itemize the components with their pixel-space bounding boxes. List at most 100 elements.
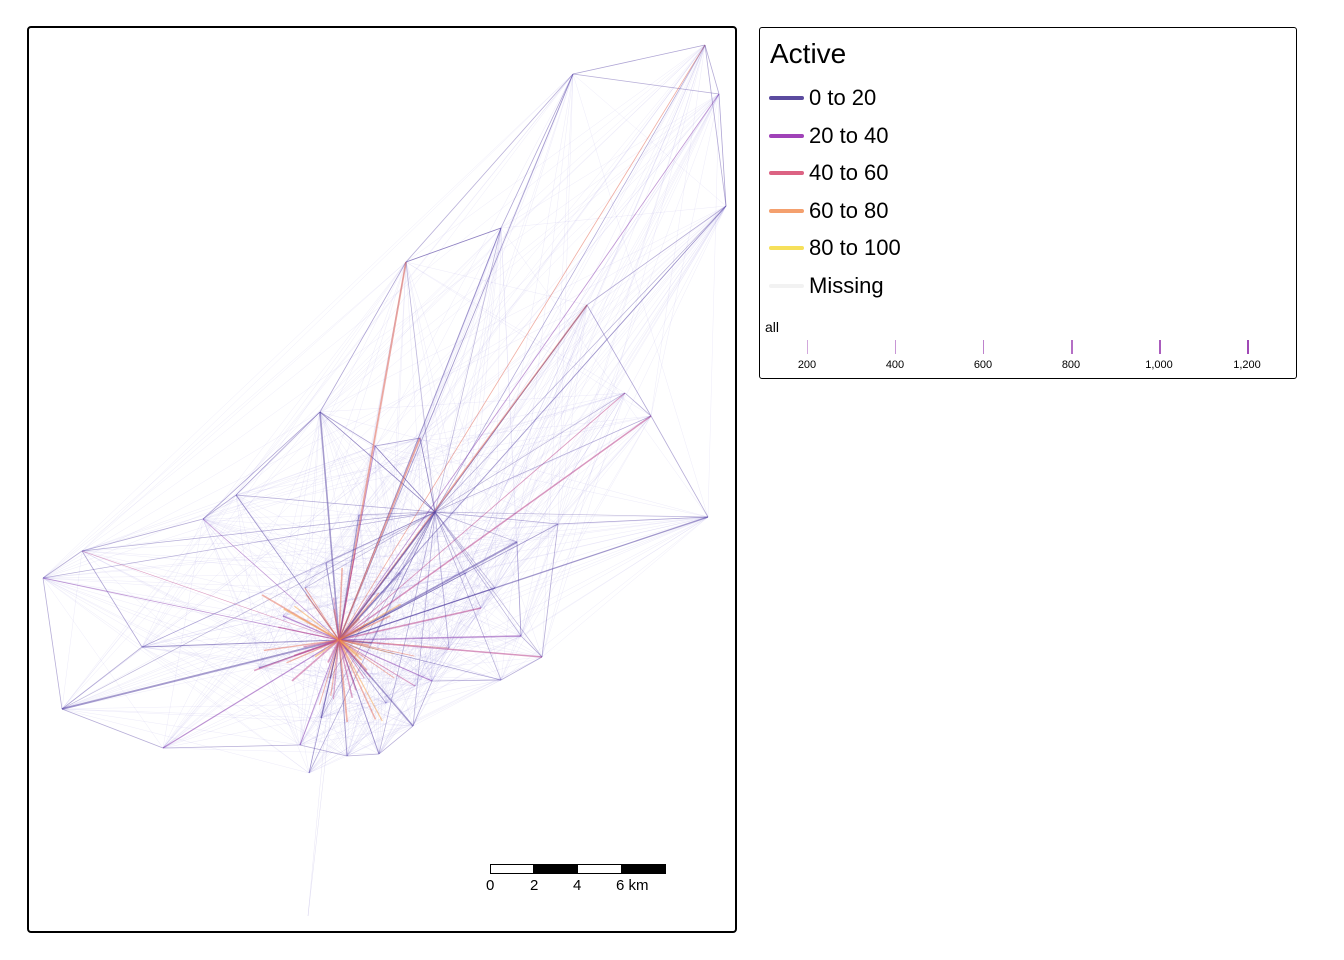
flow-line bbox=[448, 205, 727, 649]
flow-line bbox=[399, 415, 652, 574]
flow-line bbox=[431, 679, 502, 682]
flow-line bbox=[338, 415, 652, 641]
flow-line bbox=[405, 261, 433, 682]
flow-line bbox=[465, 93, 720, 574]
flow-line bbox=[141, 511, 436, 648]
flow-line bbox=[308, 392, 626, 774]
flow-line bbox=[42, 577, 63, 710]
flow-line bbox=[500, 73, 574, 229]
flow-line bbox=[412, 679, 502, 727]
flow-line bbox=[338, 615, 391, 641]
flow-line bbox=[500, 93, 720, 229]
flow-line bbox=[141, 562, 327, 648]
flow-line bbox=[419, 437, 436, 513]
legend-item: Missing bbox=[769, 271, 884, 301]
legend-swatch bbox=[769, 96, 804, 100]
flow-line bbox=[81, 550, 414, 727]
flow-line bbox=[434, 511, 522, 637]
flow-line bbox=[370, 205, 727, 644]
flow-line bbox=[308, 227, 502, 774]
flow-line bbox=[61, 541, 518, 710]
flow-line bbox=[329, 677, 416, 687]
flow-line bbox=[320, 702, 387, 719]
flow-line bbox=[414, 304, 588, 687]
flow-line bbox=[325, 227, 502, 564]
flow-line bbox=[405, 227, 502, 263]
flow-line bbox=[81, 73, 574, 552]
flow-line bbox=[258, 261, 407, 669]
flow-line bbox=[434, 511, 522, 637]
flow-line bbox=[42, 44, 706, 579]
flow-line bbox=[141, 93, 720, 648]
flow-line bbox=[370, 572, 467, 644]
flow-line bbox=[516, 516, 709, 543]
flow-line bbox=[338, 572, 467, 641]
flow-line bbox=[81, 550, 502, 681]
flow-line bbox=[319, 411, 360, 516]
scale-bar: 0 2 4 6 km bbox=[486, 864, 670, 904]
flow-line bbox=[338, 511, 436, 641]
flow-line bbox=[399, 93, 720, 574]
flow-line bbox=[480, 415, 652, 609]
flow-line bbox=[500, 516, 709, 681]
legend-item: 20 to 40 bbox=[769, 121, 889, 151]
flow-line bbox=[308, 635, 522, 774]
flow-line bbox=[282, 615, 348, 757]
flow-line bbox=[327, 639, 340, 663]
flow-line bbox=[42, 73, 574, 579]
flow-line bbox=[282, 411, 321, 617]
flow-line bbox=[431, 93, 720, 682]
flow-line bbox=[81, 550, 543, 658]
flow-line bbox=[235, 411, 321, 496]
flow-line bbox=[346, 642, 372, 757]
flow-line bbox=[42, 577, 310, 774]
flow-line bbox=[500, 205, 727, 229]
flow-line bbox=[282, 511, 436, 617]
flow-line bbox=[520, 304, 588, 637]
flow-line bbox=[81, 550, 433, 682]
flow-line bbox=[299, 744, 348, 757]
flow-line bbox=[235, 494, 414, 727]
flow-line bbox=[448, 635, 522, 649]
flow-line bbox=[378, 511, 436, 755]
flow-line bbox=[419, 437, 436, 513]
flow-line bbox=[319, 44, 706, 413]
flow-line bbox=[42, 577, 450, 649]
flow-line bbox=[235, 494, 380, 755]
flow-line bbox=[412, 511, 436, 727]
flow-line bbox=[650, 415, 709, 518]
flow-line bbox=[141, 516, 709, 648]
flow-line bbox=[81, 445, 376, 552]
flow-line bbox=[338, 437, 421, 641]
flow-line bbox=[358, 205, 727, 516]
flow-line bbox=[319, 93, 720, 413]
flow-line bbox=[374, 445, 559, 525]
width-legend-label: 1,200 bbox=[1233, 359, 1261, 371]
flow-line bbox=[141, 73, 574, 648]
flow-line bbox=[378, 685, 416, 755]
flow-line bbox=[572, 73, 709, 518]
flow-line bbox=[42, 577, 414, 727]
width-legend-line bbox=[895, 340, 896, 354]
flow-line bbox=[434, 511, 709, 518]
flow-line bbox=[414, 572, 467, 687]
flow-line bbox=[329, 93, 720, 679]
flow-line bbox=[405, 44, 706, 263]
flow-line bbox=[370, 415, 652, 644]
flow-line bbox=[586, 205, 727, 306]
flow-line bbox=[405, 261, 502, 681]
flow-line bbox=[338, 511, 436, 641]
flow-line bbox=[81, 93, 720, 552]
flow-line bbox=[405, 261, 543, 658]
flow-line bbox=[202, 511, 436, 520]
flow-line bbox=[412, 227, 502, 727]
flow-line bbox=[319, 411, 340, 641]
flow-line bbox=[141, 607, 482, 648]
flow-line bbox=[42, 261, 407, 579]
map-panel[interactable] bbox=[27, 26, 737, 933]
flow-line bbox=[704, 44, 727, 207]
flow-line bbox=[81, 516, 709, 552]
flow-line bbox=[308, 725, 414, 774]
flow-line bbox=[434, 227, 502, 513]
flow-line bbox=[235, 411, 321, 496]
